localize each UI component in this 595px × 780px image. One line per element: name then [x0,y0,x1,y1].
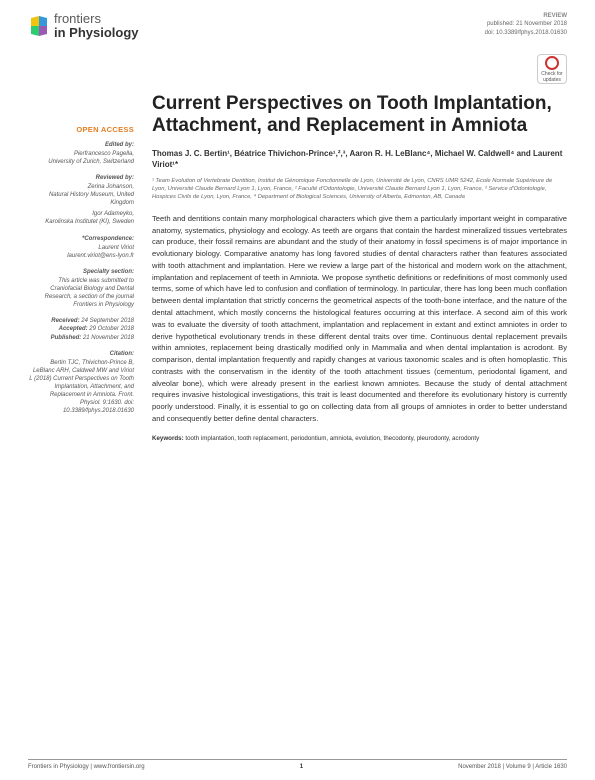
author-list: Thomas J. C. Bertin¹, Béatrice Thivichon… [152,148,567,170]
reviewer-name: Zerina Johanson, [28,183,134,191]
citation-label: Citation: [28,350,134,358]
reviewed-by-label: Reviewed by: [28,174,134,182]
page-footer: Frontiers in Physiology | www.frontiersi… [28,759,567,770]
specialty-section: This article was submitted to Craniofaci… [28,277,134,309]
footer-journal[interactable]: Frontiers in Physiology | www.frontiersi… [28,764,145,770]
doi-link[interactable]: doi: 10.3389/fphys.2018.01630 [485,29,567,37]
reviewer-affiliation: Karolinska Institutet (KI), Sweden [28,218,134,226]
published-date: 21 November 2018 [83,335,134,341]
article-sidebar: OPEN ACCESS Edited by: Pierfrancesco Pag… [28,93,134,444]
reviewer-name: Igor Adameyko, [28,210,134,218]
header-metadata: REVIEW published: 21 November 2018 doi: … [485,12,567,37]
accepted-label: Accepted: [59,326,88,332]
journal-logo: frontiers in Physiology [28,12,139,41]
editor-name: Pierfrancesco Pagella, [28,150,134,158]
open-access-badge: OPEN ACCESS [28,125,134,135]
keywords-label: Keywords: [152,435,184,442]
keywords-list: tooth implantation, tooth replacement, p… [185,435,479,442]
page-number: 1 [300,764,303,770]
correspondent-name: Laurent Viriot [28,244,134,252]
reviewer-affiliation: Natural History Museum, United Kingdom [28,191,134,207]
edited-by-label: Edited by: [28,141,134,149]
citation-text: Bertin TJC, Thivichon-Prince B, LeBlanc … [28,359,134,416]
page-header: frontiers in Physiology REVIEW published… [0,0,595,45]
correspondent-email[interactable]: laurent.viriot@ens-lyon.fr [28,252,134,260]
received-date: 24 September 2018 [81,318,134,324]
logo-text-line1: frontiers [54,12,139,26]
article-title: Current Perspectives on Tooth Implantati… [152,93,567,139]
publish-date: published: 21 November 2018 [485,20,567,28]
footer-issue: November 2018 | Volume 9 | Article 1630 [458,764,567,770]
editor-affiliation: University of Zurich, Switzerland [28,158,134,166]
keywords-block: Keywords: tooth implantation, tooth repl… [152,435,567,444]
logo-text-line2: in Physiology [54,26,139,40]
accepted-date: 29 October 2018 [89,326,134,332]
abstract-text: Teeth and dentitions contain many morpho… [152,213,567,425]
article-type: REVIEW [485,12,567,20]
check-updates-badge[interactable]: Check for updates [537,54,567,84]
frontiers-logo-icon [28,15,50,37]
published-label: Published: [51,335,82,341]
specialty-label: Specialty section: [28,268,134,276]
received-label: Received: [51,318,79,324]
affiliation-list: ¹ Team Evolution of Vertebrate Dentition… [152,177,567,201]
article-content: Current Perspectives on Tooth Implantati… [152,93,567,444]
crossmark-icon [545,56,559,70]
correspondence-label: *Correspondence: [28,235,134,243]
